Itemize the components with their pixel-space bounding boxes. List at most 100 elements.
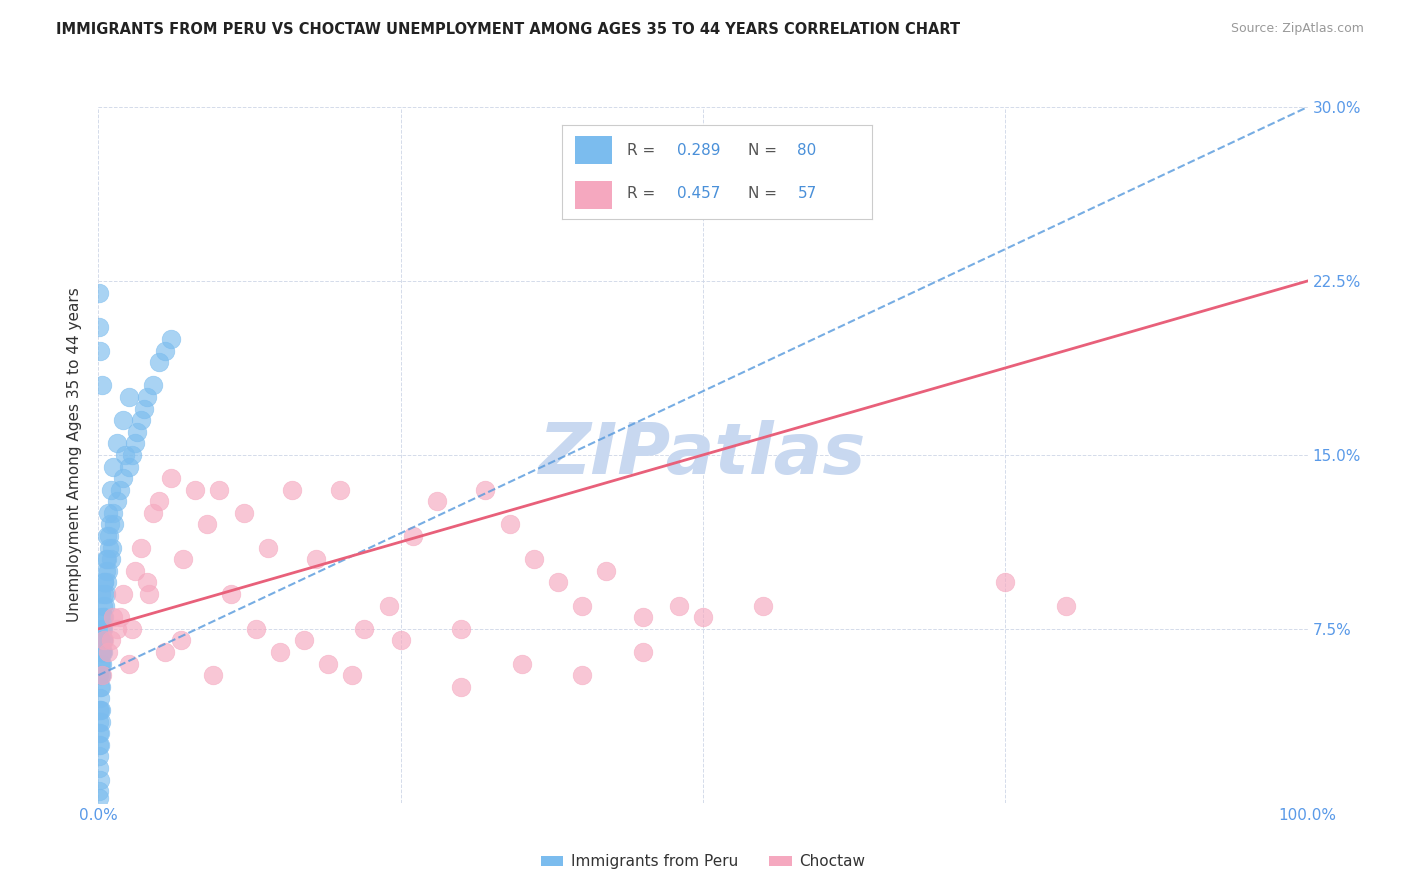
Point <box>111 413 134 427</box>
Point <box>138 587 160 601</box>
Point <box>101 459 124 474</box>
Point <box>232 506 254 520</box>
Point <box>426 494 449 508</box>
Point <box>571 599 593 613</box>
Point <box>142 378 165 392</box>
Point <box>91 668 114 682</box>
Point <box>87 791 110 805</box>
Text: 0.457: 0.457 <box>676 186 720 201</box>
Point <box>100 541 122 555</box>
Text: R =: R = <box>627 143 661 158</box>
Point <box>474 483 496 497</box>
Point <box>118 390 141 404</box>
Point <box>89 343 111 358</box>
Point <box>305 552 328 566</box>
Point <box>91 599 114 613</box>
Point <box>90 633 112 648</box>
FancyBboxPatch shape <box>575 181 612 210</box>
Point <box>93 610 115 624</box>
Point <box>97 564 120 578</box>
Point <box>450 622 472 636</box>
Point <box>100 552 122 566</box>
Point <box>101 506 124 520</box>
Point <box>89 610 111 624</box>
Point <box>134 401 156 416</box>
Point <box>256 541 278 555</box>
Point <box>105 436 128 450</box>
Point <box>169 633 191 648</box>
Point <box>160 471 183 485</box>
FancyBboxPatch shape <box>575 136 612 164</box>
Point <box>90 714 112 729</box>
Point <box>87 714 110 729</box>
Point <box>114 448 136 462</box>
Point <box>631 645 654 659</box>
Point <box>752 599 775 613</box>
Point <box>108 610 131 624</box>
Point <box>87 761 110 775</box>
Point <box>292 633 315 648</box>
Point <box>994 575 1017 590</box>
Point <box>595 564 617 578</box>
Point <box>89 738 111 752</box>
Point <box>202 668 225 682</box>
Point <box>90 645 112 659</box>
Point <box>101 610 124 624</box>
Point <box>93 645 115 659</box>
Point <box>93 575 115 590</box>
Point <box>129 541 152 555</box>
Point <box>89 726 111 740</box>
Point <box>105 622 128 636</box>
Text: IMMIGRANTS FROM PERU VS CHOCTAW UNEMPLOYMENT AMONG AGES 35 TO 44 YEARS CORRELATI: IMMIGRANTS FROM PERU VS CHOCTAW UNEMPLOY… <box>56 22 960 37</box>
Point <box>571 668 593 682</box>
Point <box>91 610 114 624</box>
Point <box>89 680 111 694</box>
Text: 80: 80 <box>797 143 817 158</box>
Point <box>124 436 146 450</box>
Point <box>100 633 122 648</box>
Y-axis label: Unemployment Among Ages 35 to 44 years: Unemployment Among Ages 35 to 44 years <box>67 287 83 623</box>
Point <box>353 622 375 636</box>
Point <box>105 494 128 508</box>
Text: N =: N = <box>748 143 782 158</box>
Point <box>100 483 122 497</box>
Point <box>90 680 112 694</box>
Point <box>389 633 412 648</box>
Point <box>96 552 118 566</box>
Point <box>127 425 149 439</box>
Point <box>90 703 112 717</box>
Point <box>97 645 120 659</box>
Point <box>111 587 134 601</box>
Point <box>148 355 170 369</box>
Legend: Immigrants from Peru, Choctaw: Immigrants from Peru, Choctaw <box>534 848 872 875</box>
Point <box>450 680 472 694</box>
Point <box>160 332 183 346</box>
Point <box>148 494 170 508</box>
Point <box>96 529 118 543</box>
Point <box>547 575 569 590</box>
Point <box>97 541 120 555</box>
Point <box>91 633 114 648</box>
Point <box>89 691 111 706</box>
Point <box>90 668 112 682</box>
Text: 57: 57 <box>797 186 817 201</box>
Point <box>281 483 304 497</box>
Point <box>91 645 114 659</box>
Text: Source: ZipAtlas.com: Source: ZipAtlas.com <box>1230 22 1364 36</box>
Point <box>89 320 111 334</box>
Point <box>91 633 114 648</box>
Point <box>135 390 157 404</box>
Point <box>94 599 117 613</box>
Point <box>91 622 114 636</box>
Point <box>142 506 165 520</box>
Point <box>208 483 231 497</box>
Point <box>692 610 714 624</box>
Text: N =: N = <box>748 186 782 201</box>
Point <box>108 483 131 497</box>
Point <box>118 459 141 474</box>
Point <box>498 517 520 532</box>
Point <box>103 517 125 532</box>
Point <box>89 703 111 717</box>
Point <box>94 552 117 566</box>
Point <box>89 633 111 648</box>
